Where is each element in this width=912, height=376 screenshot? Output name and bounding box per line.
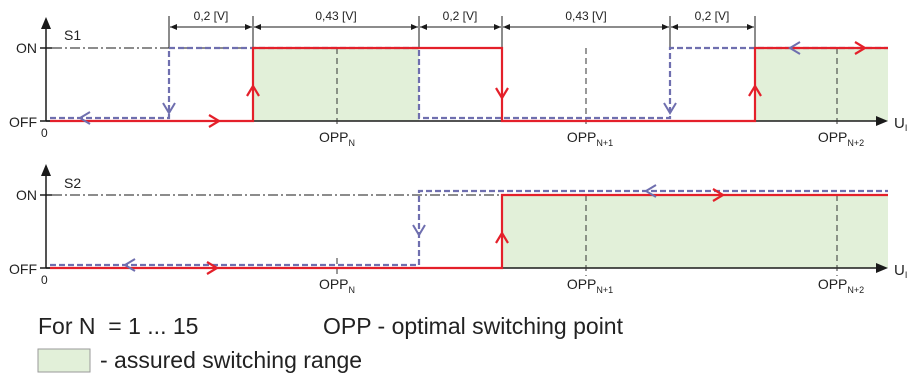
dim-label-1: 0,2 [V] (194, 9, 229, 23)
opp-label-s2-n: OPPN (319, 276, 355, 295)
switch-arrow-right-s2-1 (206, 261, 220, 275)
dim-line-1 (170, 24, 252, 30)
assured-range-s1-2 (755, 48, 888, 121)
switch-arrow-up-s1-2 (748, 83, 762, 97)
hyst-arrow-left-s2-2 (644, 184, 657, 198)
dim-line-2 (254, 24, 418, 30)
opp-label-s1-n: OPPN (319, 129, 355, 148)
dim-line-3 (420, 24, 501, 30)
switch-arrow-right-s1-2 (854, 41, 868, 55)
legend-range-swatch (37, 348, 91, 373)
switch-arrow-up-s2 (495, 230, 509, 244)
on-label-s2: ON (16, 187, 37, 203)
hyst-arrow-down-s1-2 (663, 102, 677, 115)
dim-label-4: 0,43 [V] (565, 9, 606, 23)
zero-label-s2: 0 (41, 273, 48, 287)
opp-label-s2-n2: OPPN+2 (818, 276, 864, 295)
off-label-s1: OFF (9, 114, 37, 130)
dim-line-5 (671, 24, 754, 30)
opp-label-s2-n1: OPPN+1 (567, 276, 613, 295)
dim-label-2: 0,43 [V] (315, 9, 356, 23)
opp-label-s1-n1: OPPN+1 (567, 129, 613, 148)
panel-s1: 0,2 [V] 0,43 [V] 0,2 [V] 0,43 [V] 0,2 [V… (9, 9, 907, 148)
x-axis-arrow-s2 (876, 263, 888, 273)
dim-label-3: 0,2 [V] (443, 9, 478, 23)
hyst-arrow-left-s1-2 (788, 41, 801, 55)
assured-range-s2 (502, 195, 888, 268)
switch-arrow-right-s2-2 (712, 188, 726, 202)
y-axis-arrow-s1 (41, 17, 51, 29)
switch-line-s1 (50, 46, 888, 123)
legend-range-description: - assured switching range (100, 347, 363, 373)
panel-s2: S2 ON OFF 0 UI OPPN OPPN+1 OPPN+2 (9, 164, 907, 295)
dim-line-4 (503, 24, 669, 30)
switch-arrow-right-s1 (208, 114, 222, 128)
on-label-s1: ON (16, 40, 37, 56)
signal-label-s2: S2 (64, 175, 81, 191)
dim-label-5: 0,2 [V] (695, 9, 730, 23)
hyst-arrow-down-s2 (412, 224, 426, 237)
off-label-s2: OFF (9, 261, 37, 277)
axis-label-s1: UI (894, 115, 907, 133)
opp-label-s1-n2: OPPN+2 (818, 129, 864, 148)
hysteresis-line-s2 (50, 189, 888, 267)
switch-arrow-down-s1-2 (495, 87, 509, 101)
switch-arrow-up-s1-1 (246, 83, 260, 97)
hyst-arrow-left-s1 (78, 111, 91, 125)
assured-range-s1-1 (253, 48, 419, 121)
signal-label-s1: S1 (64, 27, 81, 43)
zero-label-s1: 0 (41, 126, 48, 140)
hysteresis-line-s1 (50, 46, 888, 120)
x-axis-arrow-s1 (876, 116, 888, 126)
axis-label-s2: UI (894, 262, 907, 280)
hyst-arrow-down-s1-1 (162, 102, 176, 115)
hyst-arrow-left-s2-1 (123, 258, 136, 272)
legend-for-n: For N = 1 ... 15 (38, 313, 199, 339)
y-axis-arrow-s2 (41, 164, 51, 176)
legend-opp-description: OPP - optimal switching point (323, 313, 623, 339)
